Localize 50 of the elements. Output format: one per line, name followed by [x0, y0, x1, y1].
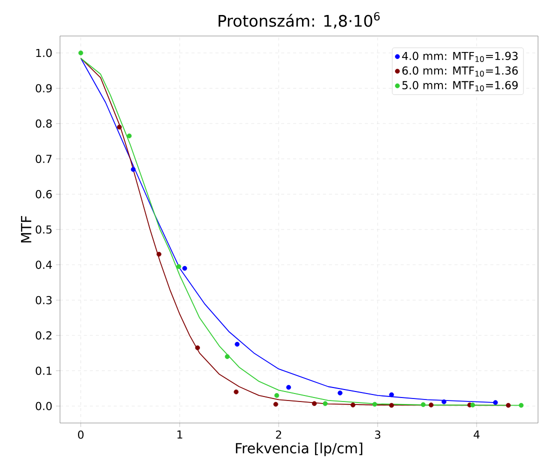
point — [518, 402, 524, 408]
point — [506, 402, 511, 408]
chart-title: Protonszám: 1,8·10$^{6}$ — [218, 12, 380, 29]
y-tick-label: 0.5 — [36, 225, 52, 234]
x-tick-label: 3 — [375, 430, 380, 439]
x-axis-title: Frekvencia [lp/cm] — [236, 442, 362, 456]
point — [273, 402, 278, 407]
point — [428, 402, 434, 408]
point — [286, 384, 292, 390]
point — [322, 401, 328, 406]
point — [176, 264, 182, 269]
x-tick-label: 0 — [78, 430, 84, 439]
point — [130, 167, 136, 172]
point — [389, 392, 394, 398]
point — [442, 399, 446, 404]
x-tick-label: 4 — [474, 430, 480, 439]
y-tick-label: 0.1 — [36, 366, 52, 375]
y-tick-label: 0.8 — [36, 119, 52, 128]
point — [234, 342, 240, 347]
point — [338, 390, 342, 396]
y-tick-label: 0.3 — [36, 296, 52, 304]
y-tick-label: 1.0 — [36, 48, 52, 58]
y-axis-title: MTF — [21, 216, 32, 242]
point — [372, 402, 378, 407]
legend-label: 6.0 mm: MTF$_{10}$=1.36 — [402, 66, 518, 77]
point — [420, 402, 426, 408]
point — [78, 50, 84, 56]
point — [116, 124, 122, 130]
legend-label: 5.0 mm: MTF$_{10}$=1.69 — [402, 81, 518, 92]
legend-label: 4.0 mm: MTF$_{10}$=1.93 — [402, 52, 518, 62]
y-tick-label: 0.0 — [36, 402, 52, 410]
point — [312, 401, 317, 406]
point — [195, 345, 200, 350]
point — [234, 390, 239, 394]
y-tick-label: 0.9 — [36, 84, 52, 92]
y-tick-label: 0.2 — [36, 331, 52, 340]
x-tick-label: 1 — [177, 430, 182, 439]
point — [274, 393, 280, 398]
point — [182, 266, 188, 271]
point — [224, 354, 230, 360]
point — [389, 402, 394, 408]
y-tick-label: 0.7 — [36, 154, 52, 164]
y-tick-label: 0.6 — [36, 190, 52, 198]
point — [470, 402, 476, 408]
point — [493, 400, 498, 405]
x-tick-label: 2 — [276, 430, 282, 439]
point — [350, 402, 356, 408]
y-tick-label: 0.4 — [36, 260, 52, 269]
point — [126, 134, 132, 138]
point — [156, 252, 162, 257]
